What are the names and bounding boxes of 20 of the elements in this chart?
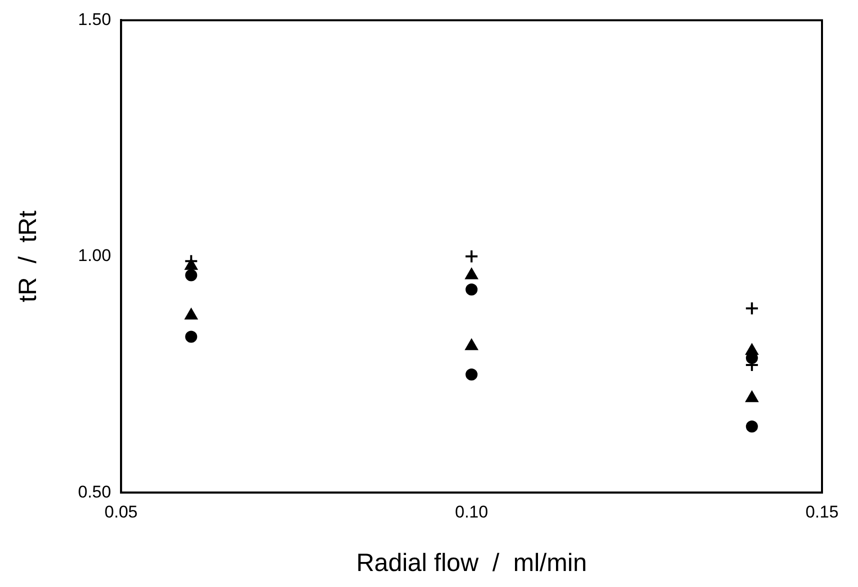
x-axis-title: Radial flow / ml/min (356, 548, 587, 577)
point (744, 301, 759, 316)
y-axis-title: tR / tRt (14, 210, 42, 302)
point (746, 344, 758, 355)
x-tick-label: 0.10 (454, 502, 488, 522)
y-tick-label: 1.50 (78, 10, 112, 29)
point (185, 269, 198, 282)
y-tick-label: 0.50 (78, 482, 112, 502)
point (466, 368, 478, 380)
point (185, 330, 198, 343)
point (746, 420, 758, 432)
point (465, 268, 478, 280)
x-tick-label: 0.05 (104, 502, 138, 522)
point (465, 339, 478, 350)
y-tick-label: 1.00 (78, 246, 112, 266)
point (746, 391, 758, 402)
point (464, 249, 479, 264)
point (184, 308, 198, 320)
point (466, 283, 478, 296)
x-tick-label: 0.15 (805, 502, 839, 522)
